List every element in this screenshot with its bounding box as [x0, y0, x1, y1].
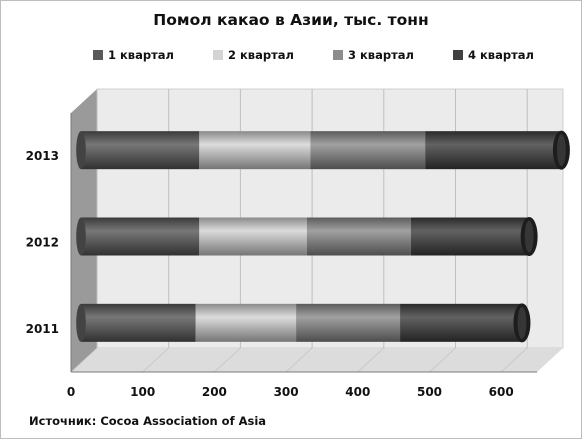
legend-label-q3: 3 квартал [348, 48, 414, 62]
bar-segment [199, 131, 311, 170]
floor-gridline [70, 347, 98, 373]
bar-segment [425, 131, 562, 170]
legend-item-q2: 2 квартал [213, 48, 294, 64]
y-tick-label: 2012 [26, 236, 59, 250]
floor-gridline [142, 347, 169, 373]
bar-segment [81, 303, 196, 342]
x-tick-label: 200 [202, 385, 227, 399]
source-note: Источник: Cocoa Association of Asia [29, 414, 267, 428]
x-tick-label: 0 [67, 385, 75, 399]
bar-segment [400, 303, 522, 342]
bar-segment [296, 303, 401, 342]
legend-swatch-q1 [93, 50, 103, 60]
bar-group [76, 130, 570, 170]
y-tick-label: 2013 [26, 149, 59, 163]
x-tick-label: 300 [274, 385, 299, 399]
legend-label-q4: 4 квартал [468, 48, 534, 62]
bar-segment [306, 217, 411, 256]
bar-segment [81, 217, 200, 256]
chart-title: Помол какао в Азии, тыс. тонн [153, 11, 429, 29]
floor-gridline [285, 347, 313, 373]
x-tick-label: 600 [489, 385, 514, 399]
y-tick-label: 2011 [26, 322, 59, 336]
legend-item-q1: 1 квартал [93, 48, 174, 64]
bar-left-cap [76, 303, 86, 342]
legend-label-q1: 1 квартал [108, 48, 174, 62]
bar-group [76, 217, 538, 256]
x-tick-label: 400 [345, 385, 370, 399]
bar-end-cap-face [524, 220, 534, 253]
legend-swatch-q3 [333, 50, 343, 60]
legend-item-q4: 4 квартал [453, 48, 534, 64]
bar-left-cap [76, 217, 86, 256]
bar-end-cap-face [517, 306, 527, 339]
floor-gridline [357, 347, 385, 373]
x-tick-label: 100 [130, 385, 155, 399]
legend-item-q3: 3 квартал [333, 48, 414, 64]
floor [71, 348, 564, 372]
legend-label-q2: 2 квартал [228, 48, 294, 62]
floor-gridline [214, 347, 241, 373]
legend-swatch-q4 [453, 50, 463, 60]
bar-segment [310, 131, 426, 170]
bar-group [76, 303, 531, 343]
floor-gridline [429, 347, 456, 373]
floor-gridline [500, 347, 528, 373]
bar-segment [195, 303, 297, 342]
bar-segment [81, 131, 200, 170]
bar-left-cap [76, 131, 86, 170]
bar-end-cap-face [556, 134, 566, 167]
legend: 1 квартал 2 квартал 3 квартал 4 квартал [93, 48, 553, 64]
x-tick-label: 500 [417, 385, 442, 399]
bar-segment [410, 217, 530, 256]
bar-segment [199, 217, 307, 256]
legend-swatch-q2 [213, 50, 223, 60]
